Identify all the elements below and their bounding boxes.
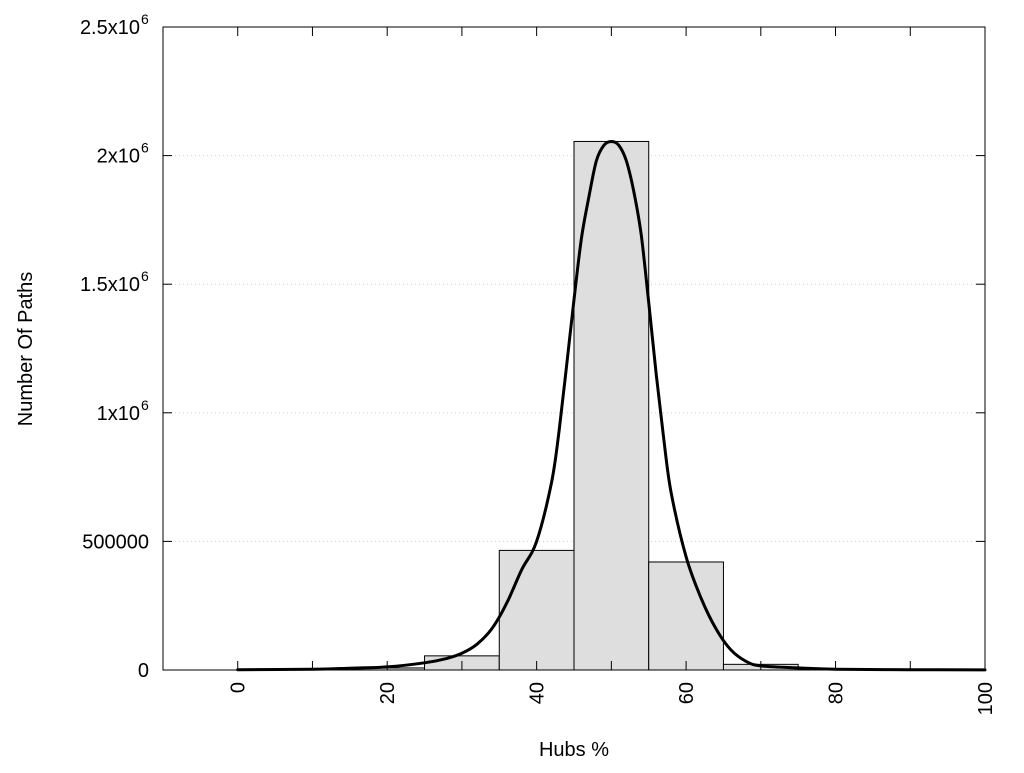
x-axis-title: Hubs %: [539, 739, 609, 761]
grid-layer: [163, 155, 985, 542]
y-tick-label: 0: [138, 660, 149, 682]
y-tick-label: 2x10: [97, 146, 140, 168]
x-tick-label: 0: [228, 682, 250, 693]
plot-frame: [162, 26, 986, 671]
x-tick-label: 20: [377, 682, 399, 704]
tick-layer: [163, 27, 985, 670]
x-tick-label: 40: [527, 682, 549, 704]
histogram-bar: [648, 561, 724, 671]
y-tick-exponent: 6: [141, 11, 149, 27]
y-tick-label: 1.5x10: [80, 274, 140, 296]
x-tick-label: 60: [676, 682, 698, 704]
y-tick-exponent: 6: [141, 268, 149, 284]
x-tick-label: 100: [975, 682, 997, 715]
curve-layer: [236, 140, 987, 672]
x-tick-label: 80: [826, 682, 848, 704]
y-tick-label: 2.5x10: [80, 17, 140, 39]
fit-curve-line: [236, 140, 987, 672]
bar-layer: [349, 140, 799, 671]
y-tick-label: 1x10: [97, 403, 140, 425]
y-tick-label: 500000: [82, 531, 149, 553]
histogram-bar: [498, 549, 575, 671]
y-axis-title: Number Of Paths: [15, 272, 37, 427]
y-tick-exponent: 6: [141, 140, 149, 156]
x-tick-labels: 0 20 40 60 80 100: [228, 682, 997, 715]
y-tick-exponent: 6: [141, 397, 149, 413]
